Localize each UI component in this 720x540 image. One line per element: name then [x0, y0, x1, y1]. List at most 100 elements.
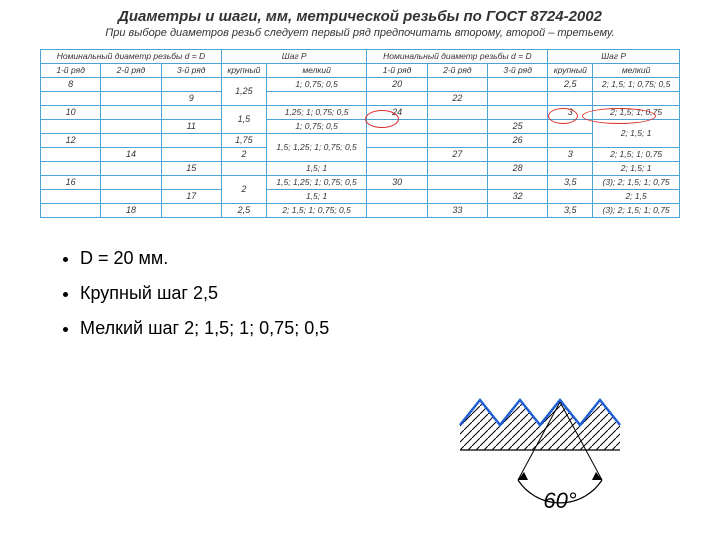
table-cell [101, 176, 161, 190]
page-subtitle: При выборе диаметров резьб следует первы… [40, 27, 680, 39]
table-cell [488, 148, 548, 162]
table-cell-fine: 1; 0,75; 0,5 [266, 120, 367, 134]
table-cell: 10 [41, 106, 101, 120]
table-cell [488, 92, 548, 106]
table-cell-fine [593, 92, 680, 106]
table-cell [367, 148, 427, 162]
table-cell [427, 176, 487, 190]
th-coarse-r: крупный [548, 64, 593, 78]
table-row: 1621,5; 1,25; 1; 0,75; 0,5303,5(3); 2; 1… [41, 176, 680, 190]
th-coarse-l: крупный [221, 64, 266, 78]
table-row: 151,5; 1282; 1,5; 1 [41, 162, 680, 176]
table-cell-fine: 2; 1,5; 1; 0,75 [593, 106, 680, 120]
table-cell-coarse [548, 162, 593, 176]
table-cell [161, 204, 221, 218]
th-row1-r: 1-й ряд [367, 64, 427, 78]
bullet-list: D = 20 мм. Крупный шаг 2,5 Мелкий шаг 2;… [0, 218, 720, 339]
th-pitch-left: Шаг P [221, 50, 367, 64]
table-cell: 26 [488, 134, 548, 148]
table-cell-coarse: 3 [548, 106, 593, 120]
th-fine-l: мелкий [266, 64, 367, 78]
table-cell: 14 [101, 148, 161, 162]
table-cell [367, 134, 427, 148]
table-cell: 24 [367, 106, 427, 120]
header: Диаметры и шаги, мм, метрической резьбы … [0, 0, 720, 43]
table-cell [41, 148, 101, 162]
arrow-left [518, 472, 528, 480]
table-row: 922 [41, 92, 680, 106]
table-cell: 32 [488, 190, 548, 204]
thread-table: Номинальный диаметр резьбы d = D Шаг P Н… [40, 49, 680, 218]
table-cell [427, 190, 487, 204]
table-row: 182,52; 1,5; 1; 0,75; 0,5333,5(3); 2; 1,… [41, 204, 680, 218]
table-header-row-2: 1-й ряд 2-й ряд 3-й ряд крупный мелкий 1… [41, 64, 680, 78]
table-cell-coarse: 1,5 [221, 106, 266, 134]
table-cell [367, 120, 427, 134]
table-cell-fine [266, 92, 367, 106]
table-cell [427, 78, 487, 92]
thread-diagram: 60° [440, 390, 660, 520]
table-cell-coarse [548, 120, 593, 134]
table-cell [161, 148, 221, 162]
table-cell [41, 92, 101, 106]
table-cell [101, 120, 161, 134]
table-cell [427, 106, 487, 120]
table-cell: 25 [488, 120, 548, 134]
table-cell [367, 92, 427, 106]
table-cell [161, 134, 221, 148]
table-cell-coarse [548, 190, 593, 204]
table-cell [101, 106, 161, 120]
table-cell-coarse [221, 162, 266, 176]
table-cell-coarse: 3,5 [548, 176, 593, 190]
table-cell-fine: (3); 2; 1,5; 1; 0,75 [593, 204, 680, 218]
table-cell-fine: (3); 2; 1,5; 1; 0,75 [593, 176, 680, 190]
table-cell-fine: 2; 1,5; 1; 0,75 [593, 148, 680, 162]
table-cell-coarse: 2,5 [221, 204, 266, 218]
table-cell [488, 176, 548, 190]
table-cell [427, 134, 487, 148]
th-row3-r: 3-й ряд [488, 64, 548, 78]
table-cell [41, 204, 101, 218]
table-cell-coarse [548, 134, 593, 148]
table-cell [161, 176, 221, 190]
table-cell-coarse: 2 [221, 148, 266, 162]
table-cell: 33 [427, 204, 487, 218]
table-cell [41, 190, 101, 204]
bullet-1: D = 20 мм. [80, 248, 660, 269]
table-row: 111; 0,75; 0,5252; 1,5; 1 [41, 120, 680, 134]
table-cell [161, 106, 221, 120]
table-cell-coarse: 2,5 [548, 78, 593, 92]
table-cell [101, 92, 161, 106]
table-cell: 8 [41, 78, 101, 92]
table-cell: 27 [427, 148, 487, 162]
th-row2-r: 2-й ряд [427, 64, 487, 78]
table-cell-coarse: 3 [548, 148, 593, 162]
table-cell-coarse: 2 [221, 176, 266, 204]
table-cell: 9 [161, 92, 221, 106]
table-container: Номинальный диаметр резьбы d = D Шаг P Н… [0, 43, 720, 218]
table-row: 121,751,5; 1,25; 1; 0,75; 0,526 [41, 134, 680, 148]
table-cell [367, 204, 427, 218]
table-cell: 28 [488, 162, 548, 176]
th-pitch-right: Шаг P [548, 50, 680, 64]
angle-label: 60° [543, 488, 576, 513]
table-cell: 17 [161, 190, 221, 204]
table-cell [367, 162, 427, 176]
th-row3-l: 3-й ряд [161, 64, 221, 78]
table-cell: 20 [367, 78, 427, 92]
arrow-right [592, 472, 602, 480]
th-fine-r: мелкий [593, 64, 680, 78]
table-cell [427, 162, 487, 176]
table-cell: 11 [161, 120, 221, 134]
table-cell-fine: 1,5; 1,25; 1; 0,75; 0,5 [266, 176, 367, 190]
th-diameter-right: Номинальный диаметр резьбы d = D [367, 50, 548, 64]
th-row1-l: 1-й ряд [41, 64, 101, 78]
table-row: 101,51,25; 1; 0,75; 0,52432; 1,5; 1; 0,7… [41, 106, 680, 120]
bullet-2: Крупный шаг 2,5 [80, 283, 660, 304]
table-cell [367, 190, 427, 204]
table-cell [101, 78, 161, 92]
table-cell-fine: 1; 0,75; 0,5 [266, 78, 367, 92]
table-cell-fine: 2; 1,5; 1; 0,75; 0,5 [266, 204, 367, 218]
table-cell [41, 120, 101, 134]
table-cell-coarse: 3,5 [548, 204, 593, 218]
